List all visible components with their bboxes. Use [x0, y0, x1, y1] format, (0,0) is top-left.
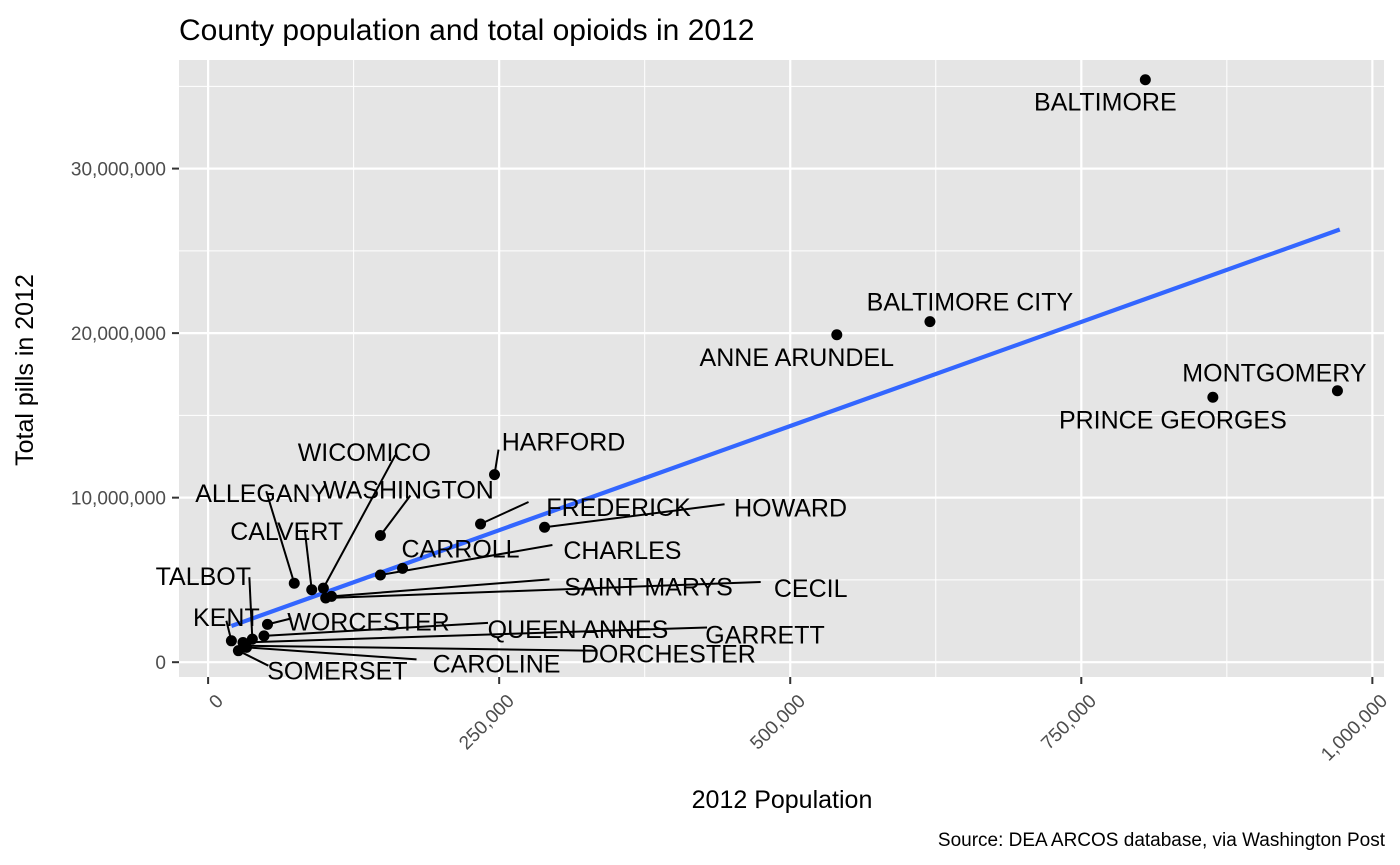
- leader-line-saint-marys: [331, 578, 550, 598]
- point-montgomery: [1331, 385, 1343, 397]
- leader-line-dorchester: [245, 644, 598, 652]
- point-label-baltimore: BALTIMORE: [1034, 89, 1177, 117]
- y-tick-label: 10,000,000: [71, 489, 166, 510]
- point-charles: [374, 569, 386, 581]
- point-label-talbot: TALBOT: [156, 563, 251, 591]
- leader-line-queen-annes: [263, 621, 489, 637]
- point-label-carroll: CARROLL: [401, 535, 519, 563]
- leader-line-washington: [379, 494, 412, 537]
- point-wicomico: [317, 582, 329, 594]
- point-label-somerset: SOMERSET: [267, 658, 407, 686]
- point-frederick: [475, 518, 487, 530]
- point-worcester: [261, 618, 273, 630]
- point-dorchester: [239, 640, 251, 652]
- point-anne-arundel: [831, 329, 843, 341]
- leader-line-calvert: [303, 529, 313, 590]
- point-label-cecil: CECIL: [774, 575, 848, 603]
- point-label-kent: KENT: [193, 604, 260, 632]
- leader-line-howard: [544, 503, 725, 529]
- leader-line-cecil: [325, 581, 761, 600]
- point-talbot: [246, 633, 258, 645]
- y-tick-label: 0: [155, 653, 166, 674]
- data-points: [225, 74, 1343, 657]
- point-calvert: [306, 584, 318, 596]
- point-label-queen-annes: QUEEN ANNES: [488, 616, 669, 644]
- point-label-washington: WASHINGTON: [323, 477, 494, 505]
- point-label-worcester: WORCESTER: [287, 608, 450, 636]
- point-label-caroline: CAROLINE: [433, 650, 561, 678]
- point-label-howard: HOWARD: [734, 494, 847, 522]
- point-prince-georges: [1207, 391, 1219, 403]
- leader-line-talbot: [248, 577, 254, 640]
- point-label-allegany: ALLEGANY: [195, 480, 327, 508]
- point-label-charles: CHARLES: [563, 537, 681, 565]
- point-label-calvert: CALVERT: [230, 518, 343, 546]
- point-labels: BALTIMORE BALTIMORE CITY ANNE ARUNDEL MONTG…: [156, 89, 1367, 686]
- point-washington: [374, 530, 386, 542]
- chart-caption: Source: DEA ARCOS database, via Washingt…: [938, 830, 1386, 851]
- chart-title: County population and total opioids in 2…: [179, 14, 754, 47]
- leader-line-garrett: [243, 626, 708, 644]
- point-kent: [225, 635, 237, 647]
- point-carroll: [397, 562, 409, 574]
- point-label-anne-arundel: ANNE ARUNDEL: [700, 344, 895, 372]
- point-label-garrett: GARRETT: [705, 621, 824, 649]
- trend-line-layer: [230, 227, 1341, 628]
- point-howard: [539, 521, 551, 533]
- point-allegany: [288, 577, 300, 589]
- y-tick-label: 20,000,000: [71, 324, 166, 345]
- point-label-wicomico: WICOMICO: [298, 439, 431, 467]
- leader-line-somerset: [237, 649, 269, 667]
- x-axis-title: 2012 Population: [692, 786, 873, 814]
- point-label-dorchester: DORCHESTER: [581, 641, 756, 669]
- leader-line-wicomico: [322, 454, 397, 589]
- label-leader-lines: [225, 449, 761, 667]
- y-tick-label: 30,000,000: [71, 160, 166, 181]
- point-queen-annes: [258, 630, 270, 642]
- trend-line: [230, 227, 1341, 628]
- point-label-prince-georges: PRINCE GEORGES: [1059, 406, 1287, 434]
- point-baltimore: [1139, 74, 1151, 86]
- point-baltimore-city: [924, 316, 936, 328]
- leader-line-caroline: [246, 646, 417, 661]
- leader-line-charles: [380, 544, 553, 576]
- point-harford: [489, 469, 501, 481]
- point-label-montgomery: MONTGOMERY: [1182, 360, 1367, 388]
- point-cecil: [320, 592, 332, 604]
- point-label-baltimore-city: BALTIMORE CITY: [867, 289, 1074, 317]
- point-label-harford: HARFORD: [502, 429, 626, 457]
- leader-line-frederick: [480, 501, 529, 525]
- leader-line-allegany: [265, 490, 296, 584]
- y-axis-title: Total pills in 2012: [11, 274, 39, 466]
- point-label-saint-marys: SAINT MARYS: [564, 573, 733, 601]
- point-label-frederick: FREDERICK: [546, 494, 691, 522]
